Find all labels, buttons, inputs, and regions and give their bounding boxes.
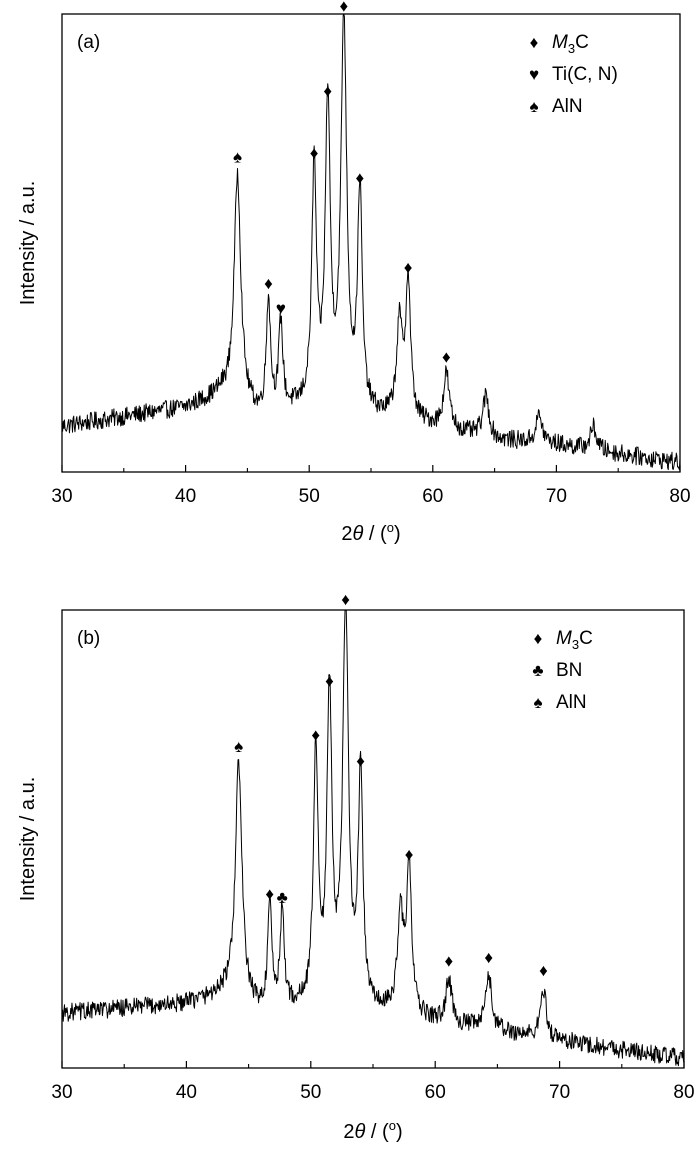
- legend-entry-club: ♣ BN: [532, 660, 582, 681]
- xrd-pattern-line: [61, 609, 685, 1067]
- plot-frame: [61, 609, 685, 1069]
- x-axis-title-part: 2: [341, 523, 352, 545]
- legend-entry-diamond: ♦ M3C: [530, 32, 589, 56]
- heart-icon: ♥: [529, 65, 539, 84]
- x-axis-title-part: ): [396, 1121, 403, 1143]
- diamond-icon: ♦: [534, 629, 543, 648]
- x-axis-title-part: / (: [365, 1121, 389, 1143]
- peak-marker-diamond: ♦: [264, 274, 273, 293]
- legend-label: M3C: [552, 32, 589, 56]
- peak-marker-diamond: ♦: [442, 347, 451, 366]
- x-tick-label: 60: [425, 1082, 446, 1103]
- peak-marker-diamond: ♦: [310, 143, 319, 162]
- x-tick-label: 80: [673, 1082, 694, 1103]
- y-axis-title: Intensity / a.u.: [17, 181, 39, 306]
- diamond-icon: ♦: [530, 33, 539, 52]
- x-tick-label: 40: [175, 486, 196, 507]
- legend-label: BN: [556, 660, 582, 681]
- legend-label-part: M: [552, 32, 568, 53]
- x-axis-title-part: / (: [363, 523, 387, 545]
- peak-marker-spade: ♠: [234, 737, 243, 756]
- legend-entry-spade: ♠ AlN: [529, 96, 582, 117]
- peak-marker-diamond: ♦: [265, 884, 274, 903]
- xrd-panel-b: 30 40 50 60 70 80 2θ / (o) Intensity / a.u. (b) ♦…: [17, 590, 695, 1143]
- legend-label-part: M: [556, 628, 572, 649]
- x-tick-label: 60: [422, 486, 443, 507]
- x-tick-label: 50: [300, 1082, 321, 1103]
- x-tick-label: 50: [299, 486, 320, 507]
- spade-icon: ♠: [533, 693, 542, 712]
- peak-marker-diamond: ♦: [356, 169, 365, 188]
- peak-marker-diamond: ♦: [356, 752, 365, 771]
- x-tick-label: 70: [546, 486, 567, 507]
- peak-marker-club: ♣: [277, 888, 288, 907]
- legend-label: AlN: [552, 96, 583, 117]
- legend-label: M3C: [556, 628, 593, 652]
- legend-label-part: C: [579, 628, 593, 649]
- xrd-pattern-line: [61, 13, 681, 471]
- peak-marker-diamond: ♦: [445, 951, 454, 970]
- club-icon: ♣: [532, 661, 543, 680]
- peak-marker-heart: ♥: [276, 299, 286, 318]
- panel-label: (a): [77, 32, 100, 53]
- x-axis-title: 2θ / (o): [343, 1118, 402, 1143]
- peak-marker-diamond: ♦: [311, 725, 320, 744]
- peak-marker-diamond: ♦: [325, 671, 334, 690]
- peak-marker-diamond: ♦: [484, 948, 493, 967]
- legend-entry-heart: ♥ Ti(C, N): [529, 64, 618, 85]
- spade-icon: ♠: [529, 97, 538, 116]
- legend-entry-spade: ♠ AlN: [533, 692, 586, 713]
- xrd-panel-a: 30 40 50 60 70 80 2θ / (o) Intensity / a.u. (a) ♦…: [17, 0, 691, 545]
- x-axis-title-degree: o: [387, 520, 394, 535]
- x-tick-label: 30: [51, 1082, 72, 1103]
- x-tick-label: 40: [176, 1082, 197, 1103]
- peak-marker-diamond: ♦: [539, 961, 548, 980]
- legend-label-part: C: [575, 32, 589, 53]
- x-axis-title-theta: θ: [353, 523, 364, 545]
- panel-label: (b): [77, 628, 100, 649]
- legend-label-subscript: 3: [568, 41, 575, 56]
- peak-marker-diamond: ♦: [323, 81, 332, 100]
- peak-marker-diamond: ♦: [404, 258, 413, 277]
- legend-label: AlN: [556, 692, 587, 713]
- y-axis-title: Intensity / a.u.: [17, 777, 39, 902]
- x-axis-title-theta: θ: [355, 1121, 366, 1143]
- legend-entry-diamond: ♦ M3C: [534, 628, 593, 652]
- peak-marker-spade: ♠: [233, 147, 242, 166]
- x-axis-title: 2θ / (o): [341, 520, 400, 545]
- x-axis-title-part: 2: [343, 1121, 354, 1143]
- legend-label-subscript: 3: [572, 637, 579, 652]
- x-tick-label: 70: [549, 1082, 570, 1103]
- x-tick-label: 30: [51, 486, 72, 507]
- legend-label: Ti(C, N): [552, 64, 618, 85]
- x-axis-title-degree: o: [389, 1118, 396, 1133]
- peak-marker-diamond: ♦: [405, 845, 414, 864]
- x-axis-title-part: ): [394, 523, 401, 545]
- x-tick-label: 80: [669, 486, 690, 507]
- peak-marker-diamond: ♦: [341, 590, 350, 609]
- peak-marker-diamond: ♦: [339, 0, 348, 16]
